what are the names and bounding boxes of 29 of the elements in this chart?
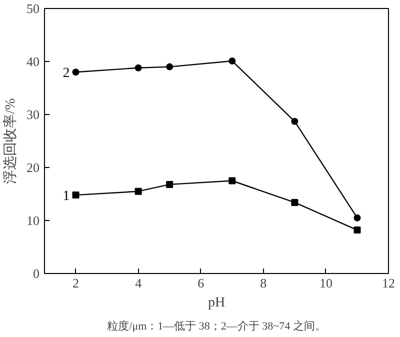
y-tick-label: 40 xyxy=(26,54,40,69)
x-tick-label: 2 xyxy=(72,276,80,290)
y-tick-label: 10 xyxy=(26,213,40,228)
point xyxy=(354,226,361,234)
x-tick-label: 10 xyxy=(319,276,332,290)
y-tick-label: 20 xyxy=(26,160,40,175)
point xyxy=(354,214,361,222)
y-axis-title: 浮选回收率/% xyxy=(2,98,18,184)
x-tick-label: 4 xyxy=(135,276,142,290)
y-tick-label: 50 xyxy=(26,1,40,16)
x-axis-title: pH xyxy=(208,296,226,310)
point xyxy=(72,192,80,199)
point xyxy=(134,188,142,195)
x-tick-label: 12 xyxy=(382,276,395,290)
point xyxy=(166,180,174,188)
y-tick-label: 30 xyxy=(26,107,40,122)
point xyxy=(228,177,236,184)
point xyxy=(228,57,236,64)
point xyxy=(134,64,142,72)
point xyxy=(72,68,80,76)
point xyxy=(291,198,298,206)
x-tick-label: 8 xyxy=(260,276,267,290)
point xyxy=(291,118,298,125)
text: 粒度/μm：1—低于 38；2—介于 38~74 之间。 xyxy=(107,320,326,332)
x-tick-label: 6 xyxy=(198,276,205,290)
y-tick-label: 0 xyxy=(33,266,40,281)
series-label: 1 xyxy=(62,189,70,204)
point xyxy=(166,63,174,70)
series-label: 2 xyxy=(62,66,70,82)
